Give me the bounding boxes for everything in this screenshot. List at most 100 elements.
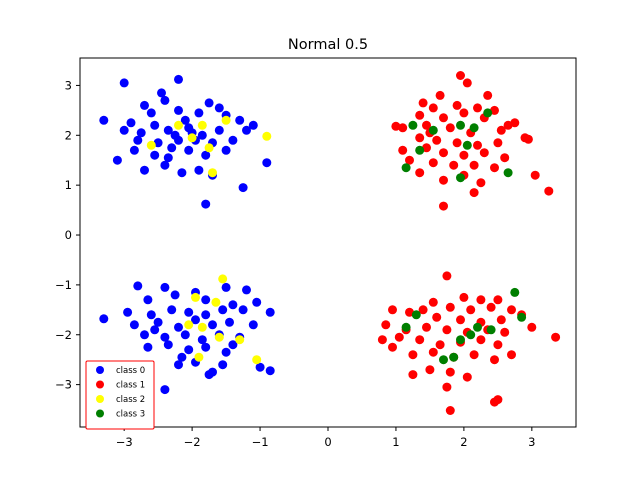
data-point [445, 367, 455, 377]
data-point [265, 366, 275, 376]
data-point [428, 125, 438, 135]
data-point [486, 302, 496, 312]
data-point [476, 335, 486, 345]
data-point [174, 120, 183, 130]
legend-label: class 0 [116, 366, 145, 376]
data-point [452, 138, 462, 148]
data-point [510, 118, 520, 128]
data-point [442, 382, 452, 392]
data-point [445, 302, 455, 312]
points-layer [99, 71, 561, 415]
data-point [191, 292, 200, 302]
data-point [527, 322, 537, 332]
data-point [157, 88, 166, 98]
data-point [248, 320, 258, 330]
data-point [150, 325, 160, 335]
data-point [398, 123, 408, 133]
data-point [146, 310, 156, 320]
data-point [174, 105, 183, 115]
data-point [163, 125, 173, 135]
data-point [218, 274, 228, 284]
x-tick-label: 2 [460, 435, 467, 449]
data-point [167, 143, 177, 153]
data-point [136, 128, 146, 138]
data-point [405, 307, 414, 317]
data-point [221, 347, 231, 357]
data-point [422, 120, 431, 130]
data-point [517, 312, 527, 322]
data-point [490, 355, 499, 365]
data-point [201, 295, 211, 305]
data-point [177, 352, 187, 362]
data-point [140, 165, 149, 175]
legend-marker [96, 366, 104, 374]
data-point [473, 140, 482, 150]
data-point [143, 295, 153, 305]
data-point [174, 74, 183, 84]
data-point [388, 305, 397, 315]
data-point [238, 183, 248, 193]
data-point [415, 168, 425, 178]
data-point [201, 150, 211, 160]
data-point [197, 335, 207, 345]
data-point [177, 168, 187, 178]
data-point [174, 322, 183, 332]
data-point [194, 352, 204, 362]
data-point [479, 148, 489, 158]
data-point [133, 281, 143, 291]
data-point [201, 310, 211, 320]
data-point [204, 143, 214, 153]
data-point [425, 365, 435, 375]
data-point [469, 123, 479, 133]
data-point [473, 322, 482, 332]
chart-title: Normal 0.5 [288, 37, 368, 53]
data-point [496, 125, 506, 135]
y-tick-label: −2 [55, 328, 72, 342]
data-point [187, 133, 197, 143]
legend: class 0 class 1 class 2 class 3 [85, 360, 155, 430]
data-point [184, 320, 194, 330]
data-point [146, 140, 156, 150]
data-point [184, 307, 194, 317]
data-point [428, 103, 438, 113]
data-point [228, 300, 238, 310]
data-point [428, 347, 438, 357]
series-class-0-group [99, 281, 275, 395]
data-point [160, 160, 170, 170]
data-point [140, 330, 149, 340]
data-point [204, 370, 214, 380]
data-point [483, 108, 493, 118]
data-point [228, 340, 238, 350]
data-point [133, 135, 143, 145]
data-point [442, 325, 452, 335]
data-point [408, 120, 418, 130]
data-point [490, 105, 499, 115]
data-point [170, 290, 180, 300]
data-point [401, 322, 411, 332]
data-point [500, 153, 510, 163]
data-point [428, 158, 438, 168]
data-point [439, 355, 448, 365]
data-point [197, 322, 207, 332]
data-point [439, 175, 448, 185]
data-point [150, 120, 160, 130]
data-point [225, 317, 234, 327]
data-point [163, 153, 173, 163]
data-point [469, 350, 479, 360]
data-point [459, 292, 469, 302]
data-point [174, 135, 183, 145]
data-point [119, 125, 129, 135]
data-point [143, 342, 153, 352]
data-point [242, 285, 251, 295]
data-point [208, 168, 217, 178]
data-point [490, 397, 499, 407]
legend-label: class 3 [116, 410, 145, 420]
data-point [255, 362, 265, 372]
data-point [493, 340, 503, 350]
series-class-3-group [401, 108, 527, 365]
y-tick-label: 3 [65, 78, 72, 92]
axis-ticks: −3 −2 −1 0 1 2 3 −3 −2 −1 0 1 2 3 [55, 78, 535, 449]
data-point [503, 168, 513, 178]
data-point [221, 282, 231, 292]
x-tick-label: −2 [184, 435, 201, 449]
